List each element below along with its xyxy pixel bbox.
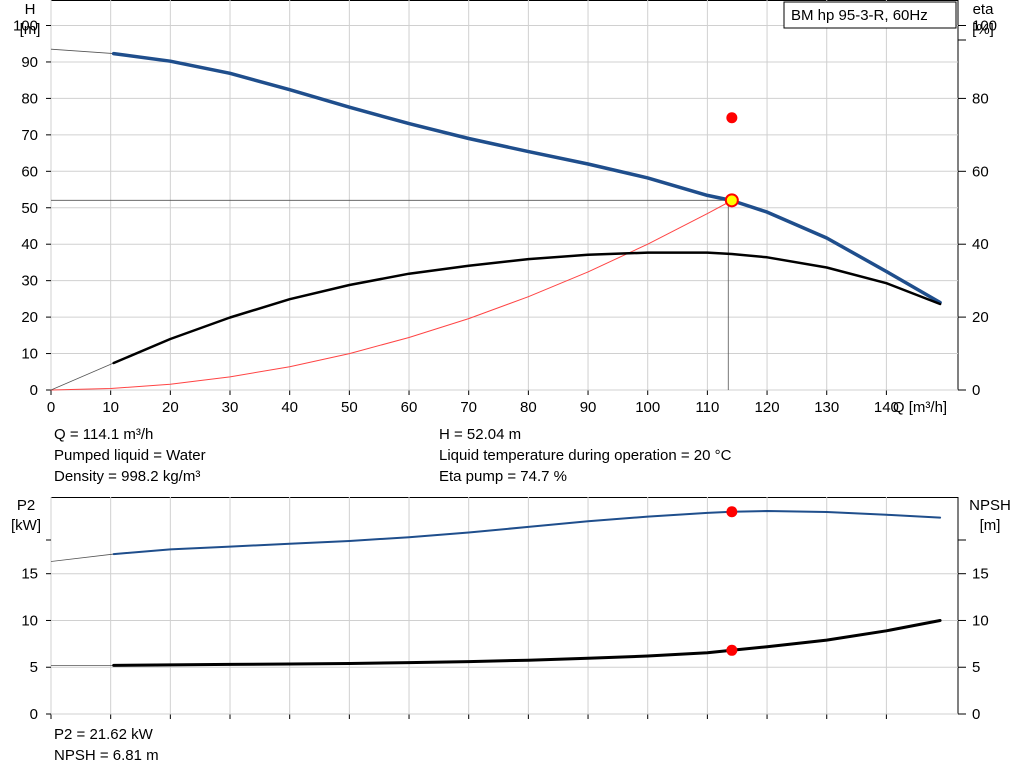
chart-title: BM hp 95-3-R, 60Hz	[791, 7, 928, 24]
x-tick-label: 110	[695, 399, 719, 416]
lower-y-tick-label-left: 15	[21, 566, 38, 583]
info-p2: P2 = 21.62 kW	[54, 726, 153, 743]
lower-y-tick-label-left: 10	[21, 612, 38, 629]
head-curve-extrapolation	[50, 48, 114, 54]
x-tick-label: 70	[460, 399, 477, 416]
npsh-operating-marker	[726, 644, 738, 656]
upper-y-tick-label-left: 50	[21, 200, 38, 217]
power-axis-label: P2	[17, 497, 35, 514]
power-curve	[112, 510, 942, 556]
npsh-axis-label: NPSH	[969, 497, 1011, 514]
upper-y-tick-label-left: 90	[21, 54, 38, 71]
info-npsh: NPSH = 6.81 m	[54, 747, 159, 764]
x-tick-label: 40	[281, 399, 298, 416]
upper-plot-frame	[50, 0, 959, 391]
upper-y-tick-label-left: 10	[21, 346, 38, 363]
power-operating-marker	[726, 506, 738, 518]
eta-operating-marker	[726, 112, 738, 124]
x-tick-label: 90	[580, 399, 597, 416]
info-liquid: Pumped liquid = Water	[54, 447, 206, 464]
x-tick-label: 10	[102, 399, 119, 416]
upper-y-tick-label-right: 100	[972, 18, 997, 35]
x-tick-label: 50	[341, 399, 358, 416]
upper-y-tick-label-right: 40	[972, 236, 989, 253]
lower-y-tick-label-right: 10	[972, 612, 989, 629]
x-tick-label: 80	[520, 399, 537, 416]
npsh-axis-unit: [m]	[980, 517, 1001, 534]
upper-y-tick-label-right: 0	[972, 382, 980, 399]
info-density: Density = 998.2 kg/m³	[54, 468, 201, 485]
x-tick-label: 20	[162, 399, 179, 416]
x-tick-label: 30	[222, 399, 239, 416]
flow-axis-label: Q [m³/h]	[893, 399, 947, 416]
head-curve	[111, 51, 942, 305]
lower-y-tick-label-right: 0	[972, 706, 980, 723]
eta-curve	[112, 251, 942, 365]
x-tick-label: 0	[47, 399, 55, 416]
info-eta-pump: Eta pump = 74.7 %	[439, 468, 567, 485]
upper-y-tick-label-right: 60	[972, 163, 989, 180]
upper-y-tick-label-left: 40	[21, 236, 38, 253]
upper-y-tick-label-left: 20	[21, 309, 38, 326]
lower-plot-frame	[50, 497, 959, 715]
x-tick-label: 120	[755, 399, 780, 416]
power-axis-unit: [kW]	[11, 517, 41, 534]
head-axis-unit: [m]	[20, 21, 41, 38]
upper-y-tick-label-left: 60	[21, 163, 38, 180]
info-flow: Q = 114.1 m³/h	[54, 426, 154, 443]
lower-y-tick-label-right: 5	[972, 659, 980, 676]
lower-y-tick-label-right: 15	[972, 566, 989, 583]
info-temperature: Liquid temperature during operation = 20…	[439, 447, 732, 464]
upper-y-tick-label-left: 80	[21, 90, 38, 107]
npsh-curve	[112, 619, 942, 667]
lower-y-tick-label-left: 5	[30, 659, 38, 676]
power-curve-extrapolation	[50, 553, 114, 562]
lower-y-tick-label-left: 0	[30, 706, 38, 723]
x-tick-label: 100	[635, 399, 660, 416]
upper-y-tick-label-left: 30	[21, 273, 38, 290]
upper-y-tick-label-left: 100	[13, 18, 38, 35]
system-curve	[50, 200, 733, 391]
head-axis-label: H	[25, 1, 36, 18]
x-tick-label: 130	[814, 399, 839, 416]
eta-axis-label: eta	[973, 1, 995, 18]
eta-curve-extrapolation	[50, 362, 114, 391]
upper-y-tick-label-left: 0	[30, 382, 38, 399]
eta-axis-unit: [%]	[972, 21, 994, 38]
upper-y-tick-label-right: 20	[972, 309, 989, 326]
chart-title-box	[783, 1, 957, 29]
operating-point-marker	[724, 193, 739, 208]
upper-y-tick-label-right: 80	[972, 90, 989, 107]
upper-y-tick-label-left: 70	[21, 127, 38, 144]
info-head: H = 52.04 m	[439, 426, 522, 443]
x-tick-label: 140	[874, 399, 899, 416]
x-tick-label: 60	[401, 399, 418, 416]
